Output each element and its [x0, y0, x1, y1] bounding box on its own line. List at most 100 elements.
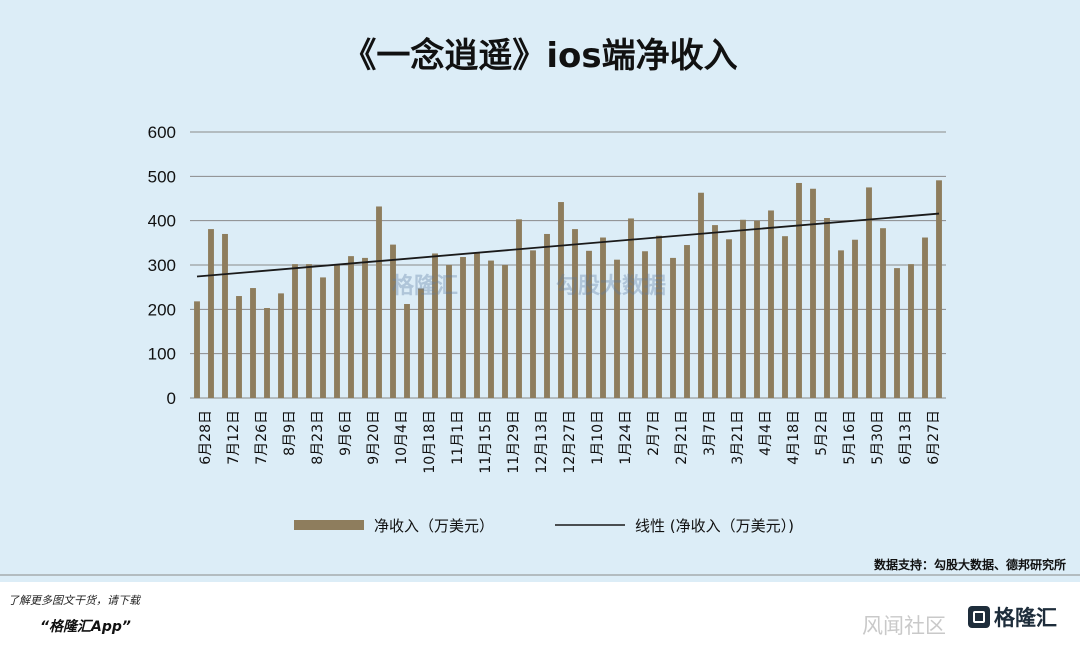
promo-text: 了解更多图文干货，请下载 [8, 594, 140, 607]
bar [670, 257, 676, 398]
bar [726, 239, 732, 398]
legend-label-bars: 净收入（万美元） [374, 517, 494, 535]
bar [530, 250, 536, 398]
bar [376, 206, 382, 398]
y-tick-label: 200 [148, 300, 176, 319]
bar [894, 268, 900, 398]
bar [796, 182, 802, 398]
x-tick-label: 5月2日 [814, 410, 830, 456]
x-tick-label: 6月27日 [926, 410, 942, 465]
bar [922, 237, 928, 398]
promo-app-name: “格隆汇App” [40, 619, 131, 635]
x-tick-label: 5月16日 [842, 410, 858, 465]
x-tick-label: 1月10日 [590, 410, 606, 465]
bar [572, 229, 578, 398]
gelonghui-logo-icon [968, 606, 990, 628]
bar [278, 293, 284, 398]
x-tick-label: 2月21日 [674, 410, 690, 465]
x-tick-label: 4月4日 [758, 410, 774, 456]
x-tick-label: 2月7日 [646, 410, 662, 456]
bar [432, 253, 438, 398]
bar [838, 250, 844, 398]
bar [712, 225, 718, 398]
watermark-gougu: 勾股大数据 [556, 274, 667, 299]
bar [390, 244, 396, 398]
x-tick-label: 8月23日 [310, 410, 326, 465]
bar [264, 308, 270, 398]
bar [516, 219, 522, 398]
x-tick-label: 9月6日 [338, 410, 354, 456]
bar [222, 233, 228, 398]
bar [418, 288, 424, 398]
x-tick-label: 4月18日 [786, 410, 802, 465]
bar [250, 288, 256, 398]
x-tick-label: 3月21日 [730, 410, 746, 465]
bar [852, 239, 858, 398]
bar [362, 257, 368, 398]
y-tick-label: 400 [148, 212, 176, 231]
x-tick-label: 10月4日 [394, 410, 410, 465]
bar [236, 296, 242, 398]
bar [880, 228, 886, 398]
bar [824, 218, 830, 398]
bar [292, 264, 298, 398]
bar [348, 256, 354, 398]
y-tick-label: 500 [148, 167, 176, 186]
watermark-gelonghui: 格隆汇 [392, 274, 459, 299]
x-tick-label: 8月9日 [282, 410, 298, 456]
bar [544, 233, 550, 398]
bar [656, 235, 662, 398]
bar [446, 265, 452, 398]
bar [614, 259, 620, 398]
x-tick-label: 12月27日 [562, 410, 578, 474]
x-tick-label: 3月7日 [702, 410, 718, 456]
x-tick-label: 6月13日 [898, 410, 914, 465]
x-tick-label: 6月28日 [198, 410, 214, 465]
x-tick-label: 7月26日 [254, 410, 270, 465]
bar [740, 219, 746, 398]
community-label: 风闻社区 [862, 614, 946, 638]
x-tick-label: 5月30日 [870, 410, 886, 465]
bar [488, 260, 494, 398]
bar [320, 277, 326, 398]
bar [936, 180, 942, 398]
x-tick-label: 10月18日 [422, 410, 438, 474]
bar [908, 264, 914, 398]
bar [866, 187, 872, 398]
bar [334, 265, 340, 398]
x-tick-label: 11月1日 [450, 410, 466, 465]
bar [698, 192, 704, 398]
data-source: 数据支持：勾股大数据、德邦研究所 [873, 558, 1066, 572]
y-tick-label: 0 [167, 389, 176, 408]
x-tick-label: 12月13日 [534, 410, 550, 474]
bar [754, 220, 760, 398]
x-tick-label: 11月15日 [478, 410, 494, 474]
brand-name: 格隆汇 [994, 606, 1057, 630]
x-tick-label: 1月24日 [618, 410, 634, 465]
bar [208, 229, 214, 398]
bar [586, 250, 592, 398]
y-tick-label: 100 [148, 345, 176, 364]
bar [684, 245, 690, 398]
bar [642, 251, 648, 398]
footer-strip [0, 582, 1080, 646]
bar [628, 218, 634, 398]
bar [460, 257, 466, 398]
trend-line [196, 212, 940, 278]
bar [194, 301, 200, 398]
bar [768, 210, 774, 398]
y-tick-label: 600 [148, 123, 176, 142]
legend-swatch-bars [294, 520, 364, 530]
legend-label-trend: 线性 (净收入（万美元）) [635, 517, 794, 535]
bar [600, 237, 606, 398]
chart-title: 《一念逍遥》ios端净收入 [342, 36, 738, 76]
bar [502, 265, 508, 398]
bar [474, 253, 480, 398]
bar [404, 304, 410, 398]
x-tick-label: 9月20日 [366, 410, 382, 465]
bar [782, 236, 788, 398]
bar [306, 264, 312, 398]
x-tick-label: 7月12日 [226, 410, 242, 465]
y-tick-label: 300 [148, 256, 176, 275]
